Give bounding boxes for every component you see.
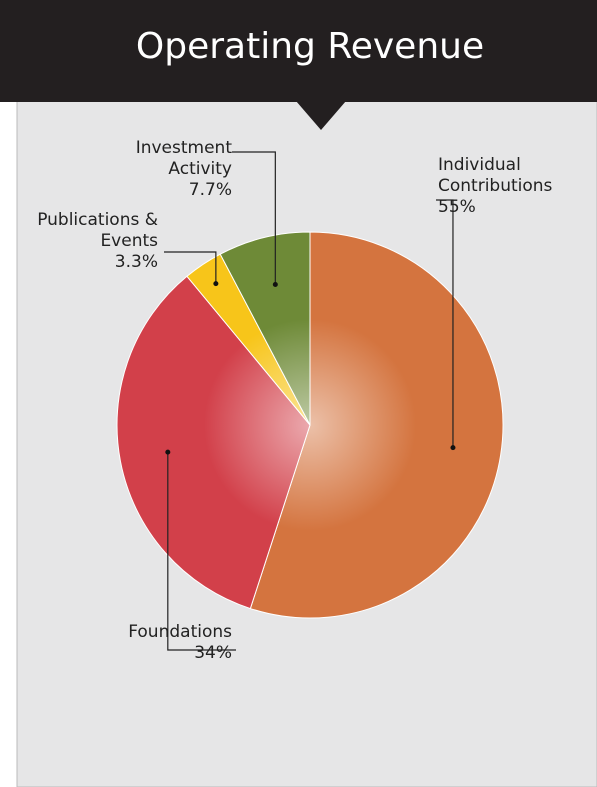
leader-dot (213, 281, 219, 287)
leader-line (167, 452, 236, 651)
slice-label: Foundations 34% (92, 622, 232, 664)
slice-value: 55% (438, 197, 476, 217)
header-pointer (296, 101, 346, 130)
slice-name: Foundations (128, 622, 232, 642)
leader-line (232, 151, 276, 285)
leader-line (164, 251, 217, 284)
slice-label: Publications & Events 3.3% (20, 210, 158, 273)
leader-line (436, 199, 454, 448)
slice-name: Investment Activity (135, 138, 232, 179)
slice-value: 3.3% (114, 252, 158, 272)
leader-dot (450, 445, 456, 451)
leader-dot (272, 281, 278, 287)
header (0, 0, 597, 102)
chart-title: Operating Revenue (135, 26, 485, 67)
leader-dot (165, 449, 171, 455)
slice-name: Individual Contributions (438, 155, 553, 196)
slice-value: 7.7% (188, 180, 232, 200)
slice-label: Individual Contributions 55% (438, 155, 597, 218)
slice-label: Investment Activity 7.7% (92, 138, 232, 201)
slice-name: Publications & Events (37, 210, 158, 251)
slice-value: 34% (194, 643, 232, 663)
